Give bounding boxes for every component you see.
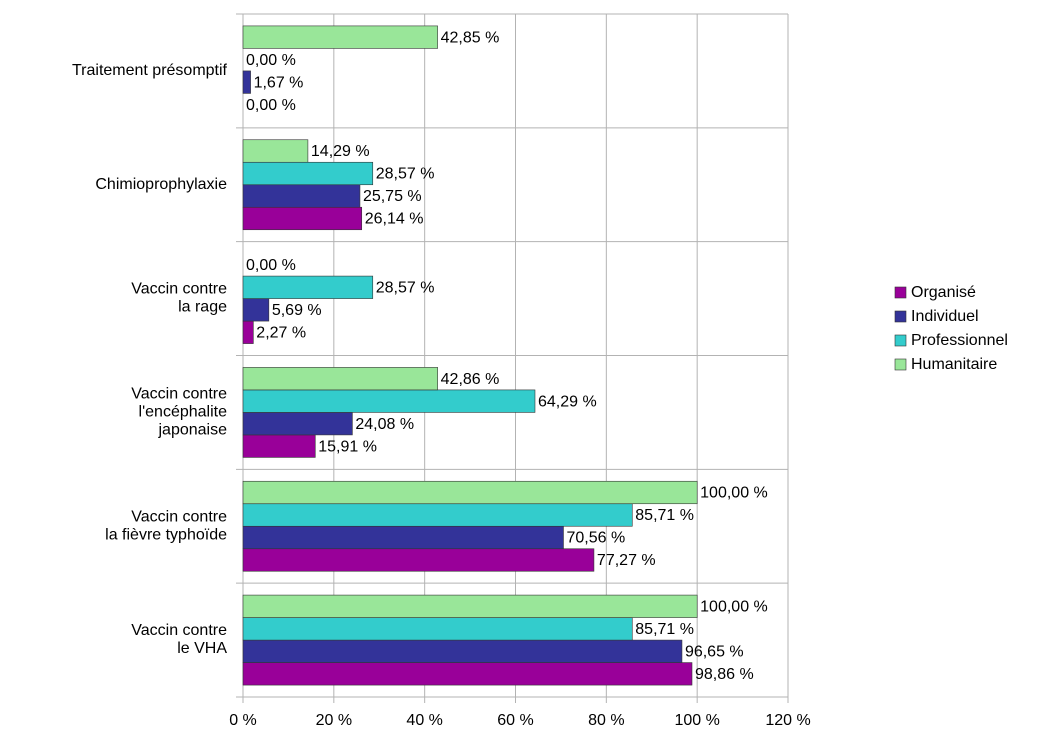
legend-swatch <box>894 310 907 323</box>
y-tick-label: Chimioprophylaxie <box>95 176 227 193</box>
x-tick-label: 120 % <box>765 712 810 729</box>
y-tick-label: Vaccin contre le VHA <box>131 622 227 657</box>
value-label: 1,67 % <box>254 74 304 91</box>
value-label: 25,75 % <box>363 188 422 205</box>
value-label: 77,27 % <box>597 552 656 569</box>
x-tick-label: 100 % <box>674 712 719 729</box>
bar <box>242 662 693 686</box>
value-label: 28,57 % <box>376 166 435 183</box>
bar <box>242 320 254 344</box>
bar <box>242 298 270 322</box>
bar <box>242 389 536 413</box>
value-label: 15,91 % <box>318 438 377 455</box>
legend-label: Individuel <box>911 308 979 325</box>
value-label: 70,56 % <box>566 530 625 547</box>
bar <box>242 548 595 572</box>
legend-swatch <box>894 334 907 347</box>
x-tick-label: 20 % <box>316 712 352 729</box>
value-label: 100,00 % <box>700 599 768 616</box>
legend-label: Professionnel <box>911 332 1008 349</box>
bar <box>242 70 251 94</box>
y-tick-label: Vaccin contre la rage <box>131 281 227 316</box>
bar <box>242 139 309 163</box>
value-label: 96,65 % <box>685 644 744 661</box>
bar <box>242 617 633 641</box>
bar <box>242 184 361 208</box>
value-label: 64,29 % <box>538 393 597 410</box>
value-label: 24,08 % <box>355 416 414 433</box>
x-tick-label: 40 % <box>406 712 442 729</box>
bar <box>242 367 438 391</box>
bar <box>242 161 374 186</box>
value-label: 0,00 % <box>246 97 296 114</box>
value-label: 85,71 % <box>635 621 694 638</box>
bar <box>242 434 316 458</box>
x-tick-label: 80 % <box>588 712 624 729</box>
legend-label: Organisé <box>911 284 976 301</box>
value-label: 98,86 % <box>695 666 754 683</box>
legend-swatch <box>894 358 907 371</box>
y-tick-label: Vaccin contre l'encéphalite japonaise <box>131 386 227 439</box>
bar <box>242 206 363 231</box>
value-label: 28,57 % <box>376 280 435 297</box>
legend-label: Humanitaire <box>911 356 997 373</box>
bar <box>242 503 633 527</box>
bar <box>242 480 698 505</box>
bar <box>242 412 353 436</box>
value-label: 0,00 % <box>246 257 296 274</box>
value-label: 42,86 % <box>441 371 500 388</box>
value-label: 42,85 % <box>441 29 500 46</box>
value-label: 100,00 % <box>700 485 768 502</box>
value-label: 26,14 % <box>365 211 424 228</box>
x-tick-label: 60 % <box>497 712 533 729</box>
y-tick-label: Vaccin contre la fièvre typhoïde <box>105 508 227 543</box>
value-label: 85,71 % <box>635 507 694 524</box>
bar <box>242 25 438 49</box>
bar <box>242 525 564 550</box>
bar <box>242 594 698 618</box>
value-label: 0,00 % <box>246 52 296 69</box>
legend-swatch <box>894 286 907 299</box>
x-tick-label: 0 % <box>229 712 257 729</box>
bar <box>242 639 683 663</box>
bar <box>242 275 374 299</box>
y-tick-label: Traitement présomptif <box>72 62 228 79</box>
value-label: 5,69 % <box>272 302 322 319</box>
value-label: 2,27 % <box>256 325 306 342</box>
value-label: 14,29 % <box>311 143 370 160</box>
